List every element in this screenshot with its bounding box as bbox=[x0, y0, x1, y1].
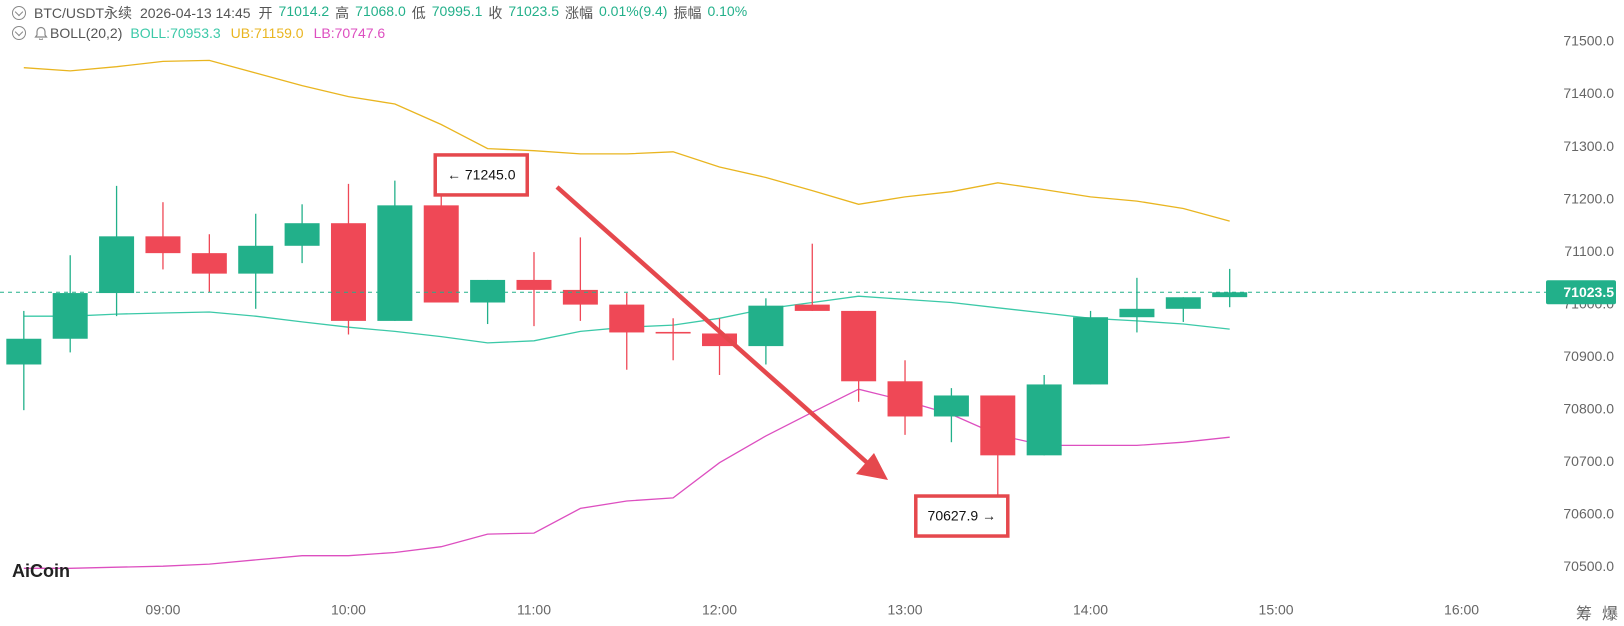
legend-entry: BOLL:70953.3 bbox=[130, 25, 221, 41]
field-label: 振幅 bbox=[673, 5, 702, 21]
field-label: 低 bbox=[411, 5, 426, 21]
field-label: 收 bbox=[488, 5, 503, 21]
legend-entry: UB:71159.0 bbox=[230, 25, 304, 41]
collapse-icon[interactable] bbox=[12, 26, 26, 40]
candle-body bbox=[330, 223, 366, 321]
candle-body bbox=[980, 395, 1016, 456]
candle-body bbox=[377, 205, 413, 321]
y-tick-label: 71300.0 bbox=[1563, 138, 1614, 154]
annotation-box bbox=[433, 153, 529, 197]
footer-icons: 筹 爆 bbox=[1576, 600, 1618, 624]
x-tick-label: 16:00 bbox=[1444, 602, 1479, 618]
candle-body bbox=[191, 253, 227, 274]
symbol: BTC/USDT永续 bbox=[34, 5, 132, 21]
y-tick-label: 70500.0 bbox=[1563, 558, 1614, 574]
x-tick-label: 10:00 bbox=[331, 602, 366, 618]
collapse-icon[interactable] bbox=[12, 6, 26, 20]
time: 2026-04-13 14:45 bbox=[140, 5, 251, 21]
candle-body bbox=[1165, 297, 1201, 309]
candle-body bbox=[516, 279, 552, 290]
field-value: 71023.5 bbox=[508, 3, 559, 19]
x-tick-label: 13:00 bbox=[888, 602, 923, 618]
liquidation-icon[interactable]: 爆 bbox=[1602, 606, 1619, 623]
candle-body bbox=[794, 304, 830, 311]
trend-arrowhead bbox=[856, 453, 888, 480]
field-value: 71068.0 bbox=[355, 3, 406, 19]
field-label: 涨幅 bbox=[564, 5, 593, 21]
field-value: 70995.1 bbox=[431, 3, 483, 19]
indicator-name: BOLL(20,2) bbox=[50, 25, 123, 41]
annotation-label: ← 71245.0 bbox=[447, 167, 516, 183]
candle-body bbox=[887, 381, 923, 417]
candle-body bbox=[1073, 317, 1109, 385]
annotation-box bbox=[914, 494, 1010, 538]
y-tick-label: 70700.0 bbox=[1563, 453, 1614, 469]
candle-body bbox=[99, 236, 135, 294]
candle-body bbox=[933, 395, 969, 417]
legend: BOLL:70953.3 UB:71159.0 LB:70747.6 bbox=[130, 25, 385, 41]
x-tick-label: 15:00 bbox=[1259, 602, 1294, 618]
y-tick-label: 71100.0 bbox=[1564, 243, 1614, 259]
candle-body bbox=[841, 310, 877, 382]
y-tick-label: 71500.0 bbox=[1563, 33, 1614, 49]
trend-arrow bbox=[555, 185, 874, 469]
x-tick-label: 09:00 bbox=[145, 602, 180, 618]
indicator-row: BOLL(20,2) BOLL:70953.3 UB:71159.0 LB:7074… bbox=[12, 25, 385, 41]
field-value: 0.01%(9.4) bbox=[598, 3, 668, 19]
bell-icon[interactable] bbox=[34, 26, 48, 40]
last-price-label: 71023.5 bbox=[1563, 284, 1614, 300]
y-tick-label: 70900.0 bbox=[1563, 348, 1614, 364]
x-tick-label: 14:00 bbox=[1073, 602, 1108, 618]
field-label: 开 bbox=[258, 5, 273, 21]
y-tick-label: 70800.0 bbox=[1563, 400, 1614, 416]
field-label: 高 bbox=[335, 5, 350, 21]
last-price-tag bbox=[1546, 280, 1616, 305]
candle-body bbox=[1119, 308, 1155, 318]
candle-body bbox=[284, 223, 320, 246]
candle-body bbox=[562, 289, 598, 305]
candle-body bbox=[1026, 384, 1062, 456]
y-tick-label: 71400.0 bbox=[1563, 85, 1614, 101]
watermark: AiCoin bbox=[12, 561, 70, 581]
header-row: BTC/USDT永续 2026-04-13 14:45 开 71014.2 高 710… bbox=[12, 3, 747, 23]
field-value: 0.10% bbox=[707, 3, 748, 19]
candle-body bbox=[655, 331, 691, 334]
boll-line bbox=[23, 59, 1230, 222]
candle-body bbox=[609, 304, 645, 333]
annotation-label: 70627.9 → bbox=[928, 508, 997, 524]
candle-body bbox=[748, 305, 784, 347]
chip-icon[interactable]: 筹 bbox=[1576, 606, 1593, 623]
y-tick-label: 70600.0 bbox=[1563, 505, 1614, 521]
y-tick-label: 71200.0 bbox=[1563, 190, 1614, 206]
ohlc-fields: 开 71014.2 高 71068.0 低 70995.1 收 71023.5 涨幅 0.01%(… bbox=[259, 3, 748, 23]
candle-body bbox=[6, 338, 42, 365]
x-tick-label: 11:00 bbox=[517, 602, 551, 618]
field-value: 71014.2 bbox=[278, 3, 330, 19]
candle-body bbox=[470, 279, 506, 303]
candle-body bbox=[145, 236, 181, 254]
candle-body bbox=[423, 205, 459, 303]
candle-body bbox=[238, 245, 274, 274]
candle-body bbox=[52, 293, 88, 339]
candle-body bbox=[1212, 292, 1248, 298]
legend-entry: LB:70747.6 bbox=[313, 25, 386, 41]
x-tick-label: 12:00 bbox=[702, 602, 737, 618]
